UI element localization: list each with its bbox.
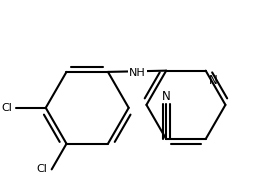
Text: N: N [209, 74, 217, 87]
Text: N: N [162, 90, 171, 102]
Text: NH: NH [129, 68, 146, 78]
Text: Cl: Cl [1, 103, 12, 113]
Text: Cl: Cl [37, 164, 48, 174]
